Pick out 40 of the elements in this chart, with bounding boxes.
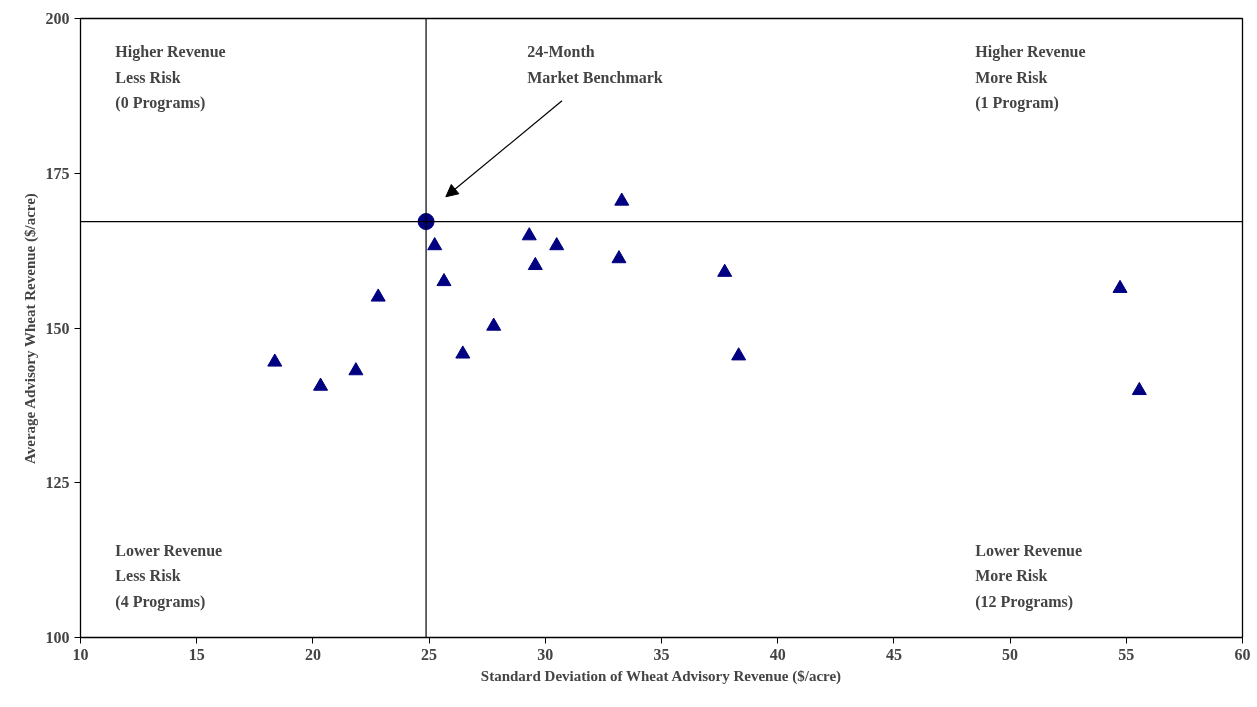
x-tick-label: 35 xyxy=(653,645,670,663)
point xyxy=(614,192,630,206)
x-tick-label: 50 xyxy=(1002,645,1019,663)
x-axis-title: Standard Deviation of Wheat Advisory Revenue ($/acre) xyxy=(480,667,842,685)
x-tick-label: 10 xyxy=(72,645,89,663)
y-tick-label: 200 xyxy=(45,10,70,27)
point xyxy=(348,362,364,376)
y-tick-label: 175 xyxy=(45,164,70,182)
x-tick-label: 45 xyxy=(885,645,902,663)
y-axis-title: Average Advisory Wheat Revenue ($/acre) xyxy=(21,193,39,464)
x-tick-label: 20 xyxy=(304,645,321,663)
annotation: 24-Month Market Benchmark xyxy=(527,43,663,86)
annotation: Lower Revenue More Risk (12 Programs) xyxy=(975,541,1083,611)
point xyxy=(527,256,543,271)
point xyxy=(1112,279,1128,293)
annotation: Higher Revenue More Risk (1 Program) xyxy=(975,43,1086,113)
point xyxy=(486,317,502,331)
y-tick-label: 125 xyxy=(45,474,70,492)
point xyxy=(521,227,537,241)
y-tick-label: 150 xyxy=(45,319,70,337)
point xyxy=(549,237,565,251)
x-tick-label: 15 xyxy=(188,645,205,663)
point xyxy=(731,347,747,361)
annotation: Higher Revenue Less Risk (0 Programs) xyxy=(115,43,226,113)
x-tick-label: 30 xyxy=(537,645,554,663)
point xyxy=(267,353,283,367)
point xyxy=(1131,381,1147,396)
point xyxy=(436,272,452,287)
point xyxy=(455,345,471,359)
annotation: Lower Revenue Less Risk (4 Programs) xyxy=(115,541,223,611)
x-tick-label: 40 xyxy=(769,645,786,663)
point xyxy=(611,250,627,264)
point xyxy=(370,288,386,302)
point xyxy=(313,377,329,391)
point xyxy=(717,263,733,277)
x-tick-label: 25 xyxy=(421,645,438,663)
x-tick-label: 55 xyxy=(1118,645,1135,663)
point xyxy=(427,237,443,251)
y-tick-label: 100 xyxy=(45,629,70,646)
x-tick-label: 60 xyxy=(1234,645,1251,663)
